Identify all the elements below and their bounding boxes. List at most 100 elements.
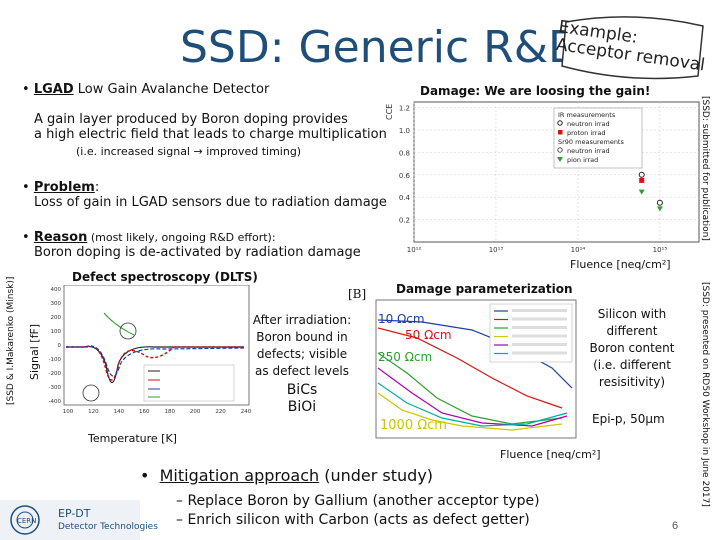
dlts-circle-bici: [82, 384, 100, 402]
damage-legend-label: neutron irrad: [567, 147, 610, 155]
dlts-curve-red: [66, 345, 244, 381]
damage-grid: [413, 102, 699, 242]
dlts-curve-blue: [66, 345, 245, 377]
lgad-description: A gain layer produced by Boron doping pr…: [34, 112, 414, 142]
dlts-y-tick-label: -100: [49, 357, 62, 363]
dlts-y-tick-label: 400: [51, 287, 62, 293]
bullet-reason: • Reason (most likely, ongoing R&D effor…: [22, 230, 422, 260]
dlts-y-tick-label: 0: [58, 343, 62, 349]
param-series-line: [377, 367, 568, 427]
res-label-250: 250 Ωcm: [378, 350, 433, 364]
damage-legend-box: [553, 107, 643, 169]
param-chart: [375, 299, 577, 439]
damage-x-ticks: 10¹² 10¹³ 10¹⁴ 10¹⁵: [407, 246, 668, 254]
footer-org2: Detector Technologies: [58, 522, 158, 532]
annot-line: as defect levels: [255, 364, 349, 378]
dlts-x-tick-label: 200: [190, 409, 201, 415]
dlts-x-tick-label: 120: [88, 409, 99, 415]
damage-x-tick-label: 10¹²: [407, 246, 422, 254]
damage-y-tick-label: 0.6: [399, 172, 411, 180]
dlts-y-tick-label: 100: [51, 329, 62, 335]
param-x-label: Fluence [neq/cm²]: [500, 448, 601, 461]
dlts-y-tick-label: 300: [51, 301, 62, 307]
damage-point: [656, 206, 663, 212]
param-series-line: [377, 392, 563, 431]
dlts-x-ticks: 100 120 140 160 180 200 220 240: [63, 409, 252, 415]
damage-legend-label: proton irrad: [567, 129, 606, 137]
dlts-x-tick-label: 140: [114, 409, 125, 415]
param-series-line: [377, 352, 563, 425]
param-legend-text-placeholder: [512, 309, 567, 312]
dlts-y-label: Signal [fF]: [28, 323, 41, 380]
bullet-lgad: • LGAD Low Gain Avalanche Detector: [22, 82, 422, 97]
damage-x-label: Fluence [neq/cm²]: [570, 258, 671, 271]
damage-x-tick-label: 10¹⁴: [571, 246, 586, 254]
epi-label: Epi-p, 50μm: [592, 412, 665, 426]
damage-y-label: CCE: [385, 104, 394, 120]
reason-text: Boron doping is de-activated by radiatio…: [34, 245, 361, 260]
dlts-side-note: [SSD & I.Makarenko (Minsk)]: [6, 276, 16, 405]
param-legend-text-placeholder: [512, 317, 567, 321]
damage-legend-marker: [557, 147, 563, 153]
damage-legend-label: Sr90 measurements: [558, 138, 624, 146]
bullet-dot: •: [22, 180, 34, 195]
sub-item-gallium: Replace Boron by Gallium (another accept…: [187, 493, 540, 509]
damage-legend-marker: [557, 120, 563, 126]
damage-side-note: [SSD: submitted for publication]: [700, 96, 710, 241]
mitigation-rest: (under study): [319, 466, 434, 485]
side-line: (i.e. different: [593, 358, 671, 372]
dlts-y-ticks: 400 300 200 100 0 -100 -200 -300 -400: [49, 287, 62, 405]
dlts-y-tick-label: 200: [51, 315, 62, 321]
damage-y-tick-label: 1.2: [399, 105, 410, 113]
param-lines: [377, 319, 573, 431]
damage-point: [638, 189, 645, 195]
damage-y-ticks: 0.2 0.4 0.6 0.8 1.0 1.2: [399, 105, 411, 225]
damage-y-tick-label: 0.4: [399, 194, 411, 202]
side-line: resisitivity): [598, 375, 666, 389]
mitigation-term: Mitigation approach: [159, 466, 320, 485]
param-series-line: [377, 382, 568, 427]
damage-x-tick-label: 10¹³: [489, 246, 504, 254]
dlts-x-label: Temperature [K]: [88, 432, 177, 445]
lgad-term: LGAD: [33, 82, 74, 97]
dlts-legend-box: [143, 364, 235, 402]
dlts-x-tick-label: 100: [63, 409, 74, 415]
dlts-y-tick-label: -200: [49, 371, 62, 377]
damage-legend-marker: [557, 157, 563, 162]
res-label-50: 50 Ωcm: [405, 328, 452, 342]
footer-org1: EP-DT: [58, 507, 91, 520]
damage-chart: 0.2 0.4 0.6 0.8 1.0 1.2 10¹² 10¹³ 10¹⁴ 10¹⁵ IR m…: [385, 101, 700, 254]
sub-item-carbon: Enrich silicon with Carbon (acts as defe…: [187, 512, 530, 528]
lgad-rest: Low Gain Avalanche Detector: [73, 82, 270, 97]
damage-x-tick-label: 10¹⁵: [653, 246, 668, 254]
param-legend: [494, 309, 567, 355]
res-label-1000: 1000 Ωcm: [380, 418, 447, 433]
reason-rest: (most likely, ongoing R&D effort):: [87, 231, 276, 244]
side-line: Boron content: [589, 341, 675, 355]
lgad-desc-line2: a high electric field that leads to char…: [34, 127, 387, 142]
damage-y-tick-label: 0.8: [399, 149, 410, 157]
dlts-y-tick-label: -400: [49, 399, 62, 405]
slide-title: SSD: Generic R&D: [180, 22, 582, 73]
annot-line: Boron bound in: [256, 330, 348, 344]
svg-text:CERN: CERN: [17, 517, 36, 525]
dlts-x-tick-label: 160: [139, 409, 150, 415]
param-chart-title: Damage parameterization: [396, 282, 573, 296]
damage-y-tick-label: 1.0: [399, 127, 410, 135]
damage-point: [656, 199, 663, 206]
page-number: 6: [672, 520, 679, 532]
damage-legend-label: neutron irrad: [567, 120, 610, 128]
param-legend-text-placeholder: [512, 351, 567, 355]
damage-chart-title: Damage: We are loosing the gain!: [420, 84, 651, 98]
dlts-circle-cc: [119, 322, 137, 340]
side-line: different: [606, 324, 658, 338]
callout-bubble: [561, 16, 704, 80]
reason-term: Reason: [33, 230, 88, 245]
lgad-note: (i.e. increased signal → improved timing…: [76, 145, 302, 158]
problem-term: Problem: [33, 180, 95, 195]
bullet-problem: • Problem: Loss of gain in LGAD sensors …: [22, 180, 402, 210]
param-series-line: [377, 327, 563, 409]
dlts-chart-title: Defect spectroscopy (DLTS): [72, 270, 258, 284]
